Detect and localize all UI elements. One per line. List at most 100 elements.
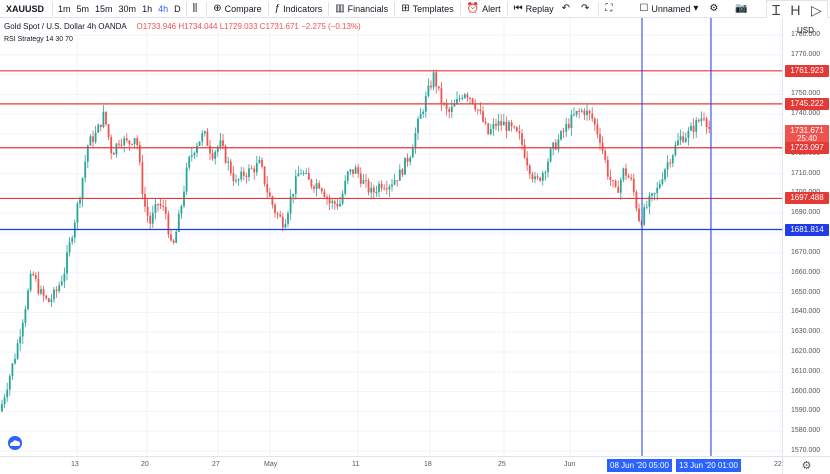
candle-body [255, 163, 258, 173]
candle-body [515, 127, 518, 132]
candle-body [401, 169, 404, 175]
alert-button[interactable]: ⏰ Alert [463, 0, 505, 18]
candle-body [19, 336, 22, 344]
timeframe-15m[interactable]: 15m [95, 3, 113, 14]
candle-body [320, 188, 323, 192]
candle-body [627, 175, 630, 178]
candle-body [362, 180, 365, 184]
candle-body [248, 168, 250, 177]
candle-body [396, 180, 399, 182]
candle-body [406, 157, 409, 162]
candle-body [674, 145, 677, 156]
candle-body [222, 140, 224, 147]
financials-button[interactable]: ▥ Financials [331, 0, 392, 18]
candle-body [201, 133, 204, 142]
candle-body [193, 152, 196, 156]
candle-body [232, 173, 235, 182]
candle-body [175, 231, 178, 243]
candle-body [370, 187, 373, 193]
candle-body [310, 179, 313, 187]
layout-button[interactable]: ☐ Unnamed ▾ [635, 0, 705, 18]
candle-body [76, 203, 79, 223]
chart-pane[interactable] [0, 18, 782, 456]
candle-body [609, 176, 612, 180]
candle-body [112, 153, 115, 155]
candle-body [131, 143, 133, 145]
candle-body [536, 176, 539, 178]
candle-body [492, 123, 495, 129]
candle-body [656, 187, 659, 194]
price-chart[interactable] [0, 18, 782, 456]
candle-body [47, 298, 50, 303]
candle-body [554, 142, 557, 150]
candle-body [573, 114, 575, 116]
timeframe-4h[interactable]: 4h [158, 3, 169, 14]
price-tick: 1710.000 [791, 169, 821, 177]
snapshot-button[interactable]: 📷 [731, 0, 754, 18]
text-cursor-icon[interactable]: Ɪ [772, 1, 780, 18]
d-cursor-icon[interactable]: ▷ [810, 1, 822, 18]
fullscreen-button[interactable]: ⛶ [601, 0, 619, 18]
timeframe-d[interactable]: D [174, 3, 181, 14]
candle-body [136, 138, 139, 146]
symbol-search[interactable]: XAUUSD [6, 3, 45, 14]
candle-body [552, 142, 555, 149]
redo-button[interactable]: ↷ [577, 0, 596, 18]
candle-body [203, 131, 206, 134]
timeframe-1h[interactable]: 1h [142, 3, 153, 14]
candle-body [453, 104, 456, 107]
candle-body [331, 201, 334, 204]
candle-body [263, 166, 266, 184]
toolbar-divider [598, 1, 600, 16]
compare-button[interactable]: ⊕ Compare [209, 0, 265, 18]
templates-button[interactable]: ⊞ Templates [397, 0, 457, 18]
candle-body [89, 136, 92, 146]
candle-body [40, 289, 42, 294]
candle-body [128, 140, 131, 144]
candle-body [21, 322, 24, 337]
toolbar-divider [459, 1, 461, 16]
candle-body [305, 172, 308, 174]
time-axis[interactable]: 132027May111825Jun1522 08 Jun '20 05:00 … [0, 456, 782, 474]
candle-body [437, 86, 440, 89]
candle-body [427, 85, 430, 96]
candle-body [638, 208, 640, 222]
indicators-button[interactable]: ƒ Indicators [271, 0, 327, 18]
candle-body [336, 203, 339, 207]
timeframe-30m[interactable]: 30m [118, 3, 137, 14]
timeframe-1m[interactable]: 1m [58, 3, 71, 14]
axis-settings[interactable]: ⚙ [782, 456, 830, 474]
candle-body [497, 121, 500, 126]
settings-button[interactable]: ⚙ [705, 0, 725, 18]
candle-body [102, 111, 105, 128]
cloud-icon[interactable] [6, 436, 24, 450]
h-cursor-icon[interactable]: H [790, 2, 801, 18]
candle-body [456, 99, 458, 105]
candle-body [596, 124, 599, 135]
candle-body [528, 165, 531, 175]
candle-body [409, 157, 412, 162]
strategy-legend[interactable]: RSI Strategy 14 30 70 [4, 36, 73, 43]
candle-body [645, 206, 648, 208]
candle-body [700, 118, 703, 122]
replay-button[interactable]: ⏮ Replay [510, 0, 558, 18]
candle-body [695, 120, 698, 132]
candle-body [107, 124, 110, 138]
price-axis[interactable]: USD 1780.0001770.0001760.0001750.0001740… [782, 18, 830, 456]
candle-body [570, 114, 573, 128]
candle-body [144, 194, 146, 207]
timeframe-5m[interactable]: 5m [76, 3, 90, 14]
candle-body [266, 183, 269, 193]
candle-body [367, 180, 370, 193]
candle-body [81, 178, 84, 200]
candle-body [268, 192, 271, 197]
candle-body [6, 389, 9, 398]
candle-body [240, 171, 243, 180]
candle-body [354, 167, 357, 174]
candle-body [541, 172, 544, 181]
candle-body [414, 133, 417, 149]
candle-body [606, 159, 609, 177]
price-tick: 1670.000 [791, 248, 821, 256]
candles-style-button[interactable]: ⫼ [189, 0, 205, 18]
undo-button[interactable]: ↶ [558, 0, 577, 18]
